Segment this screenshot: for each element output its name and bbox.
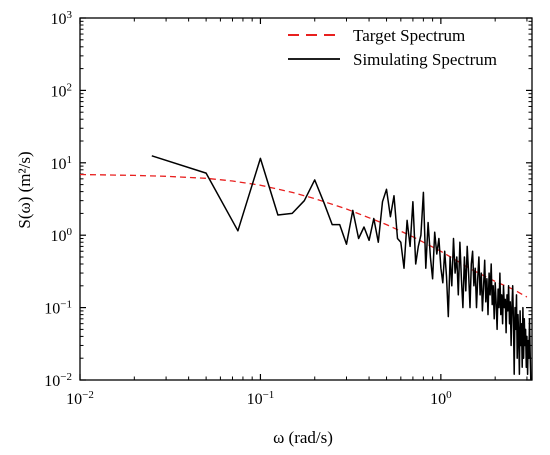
x-axis-label: ω (rad/s) [273, 428, 333, 447]
x-tick-label: 10−2 [66, 389, 94, 408]
legend: Target Spectrum Simulating Spectrum [288, 26, 497, 69]
y-tick-label: 103 [51, 9, 73, 28]
y-tick-label: 102 [51, 81, 73, 100]
series-line-target [80, 173, 528, 298]
legend-label: Simulating Spectrum [353, 50, 497, 69]
y-tick-label: 101 [51, 154, 73, 173]
y-tick-label: 10−2 [44, 371, 72, 390]
x-tick-label: 10−1 [247, 389, 275, 408]
axes: 10−2 10−1 100 10−2 10−1 100 101 102 103 [44, 9, 533, 408]
legend-label: Target Spectrum [353, 26, 465, 45]
y-axis-label: S(ω) (m²/s) [15, 151, 34, 228]
series-layer [80, 155, 532, 380]
y-tick-label: 100 [51, 226, 73, 245]
series-line-simulating [151, 155, 532, 380]
plot-frame [79, 17, 533, 381]
x-tick-label: 100 [430, 389, 452, 408]
y-tick-label: 10−1 [44, 299, 72, 318]
